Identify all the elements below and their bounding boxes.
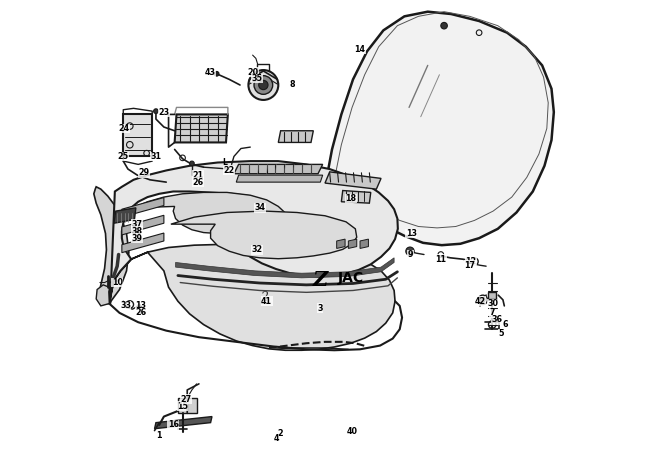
Text: 6: 6 — [502, 320, 508, 329]
Circle shape — [254, 76, 273, 94]
Text: 5: 5 — [499, 329, 504, 339]
Text: JAC: JAC — [337, 271, 364, 285]
Text: 33: 33 — [120, 301, 131, 311]
Text: 13: 13 — [406, 229, 417, 238]
Polygon shape — [124, 114, 152, 156]
Polygon shape — [133, 192, 285, 234]
Polygon shape — [175, 114, 228, 142]
Text: 9: 9 — [408, 250, 413, 259]
Text: 15: 15 — [177, 402, 188, 411]
Circle shape — [214, 71, 219, 76]
Polygon shape — [337, 239, 345, 248]
Text: 34: 34 — [254, 203, 265, 212]
Text: Z: Z — [313, 270, 328, 290]
Text: 22: 22 — [224, 166, 235, 175]
Text: 26: 26 — [192, 177, 203, 187]
Text: 7: 7 — [489, 308, 495, 318]
Polygon shape — [109, 244, 395, 350]
Circle shape — [190, 161, 194, 166]
Circle shape — [480, 297, 485, 302]
Text: 37: 37 — [132, 219, 143, 229]
Text: 27: 27 — [180, 395, 191, 404]
Polygon shape — [122, 233, 164, 253]
Text: 36: 36 — [491, 315, 502, 325]
Polygon shape — [341, 191, 370, 203]
Polygon shape — [122, 215, 164, 235]
Text: 13: 13 — [135, 301, 146, 311]
Text: 1: 1 — [157, 431, 162, 440]
Polygon shape — [348, 239, 357, 248]
Text: 23: 23 — [159, 107, 170, 117]
Text: 41: 41 — [261, 297, 272, 306]
Polygon shape — [122, 198, 164, 217]
Circle shape — [248, 70, 278, 100]
Polygon shape — [320, 12, 554, 248]
Text: 38: 38 — [132, 226, 143, 236]
Text: 26: 26 — [135, 308, 146, 318]
Text: 2: 2 — [278, 429, 283, 438]
Text: 21: 21 — [192, 170, 203, 180]
Text: 18: 18 — [345, 194, 356, 203]
Text: 4: 4 — [273, 433, 279, 443]
Circle shape — [137, 304, 141, 308]
Text: 30: 30 — [488, 299, 499, 308]
Circle shape — [153, 109, 159, 113]
Polygon shape — [360, 239, 369, 248]
Circle shape — [406, 247, 414, 255]
Text: 11: 11 — [436, 255, 447, 264]
Polygon shape — [178, 398, 196, 413]
Text: 3: 3 — [318, 304, 323, 313]
Text: 31: 31 — [150, 152, 161, 161]
Text: 10: 10 — [112, 278, 123, 287]
Text: 29: 29 — [138, 168, 150, 177]
Polygon shape — [155, 417, 212, 429]
Text: L: L — [222, 158, 227, 167]
Text: 32: 32 — [252, 245, 263, 255]
Circle shape — [259, 80, 268, 90]
Circle shape — [441, 22, 447, 29]
Polygon shape — [176, 258, 394, 278]
Polygon shape — [114, 208, 136, 223]
Text: 40: 40 — [346, 427, 358, 437]
Polygon shape — [234, 164, 322, 174]
Polygon shape — [488, 292, 497, 299]
Polygon shape — [278, 131, 313, 142]
Text: 43: 43 — [205, 68, 216, 77]
Text: 12: 12 — [465, 257, 476, 266]
Polygon shape — [236, 175, 322, 182]
Text: 17: 17 — [464, 261, 475, 270]
Text: 24: 24 — [119, 124, 130, 133]
Text: 14: 14 — [354, 44, 365, 54]
Polygon shape — [109, 161, 398, 304]
Text: 35: 35 — [252, 74, 263, 83]
Text: 2: 2 — [260, 291, 268, 304]
Text: 42: 42 — [475, 297, 486, 306]
Polygon shape — [325, 172, 381, 189]
Polygon shape — [171, 211, 357, 259]
Text: 20: 20 — [247, 68, 258, 77]
Polygon shape — [94, 187, 129, 304]
Text: 25: 25 — [118, 152, 129, 161]
Text: 39: 39 — [132, 234, 143, 243]
Text: 16: 16 — [168, 420, 179, 430]
Polygon shape — [96, 285, 109, 306]
Polygon shape — [322, 236, 381, 257]
Text: 8: 8 — [289, 79, 295, 89]
